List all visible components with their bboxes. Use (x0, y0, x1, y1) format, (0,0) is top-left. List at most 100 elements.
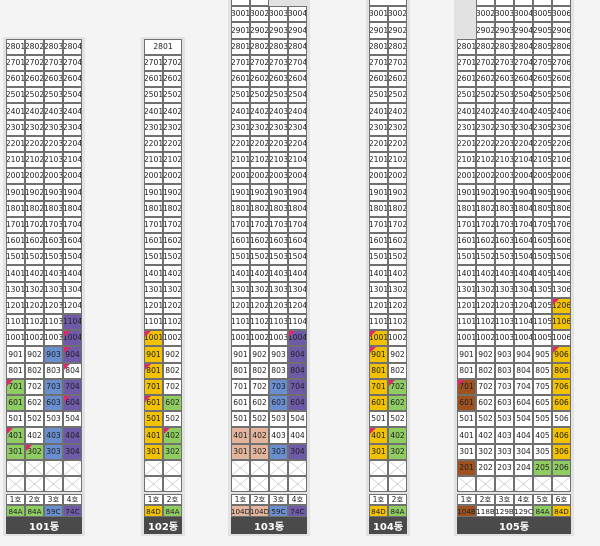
unit-cell: 2805 (533, 38, 552, 55)
unit-cell: 2002 (388, 168, 407, 185)
unit-cell: 2002 (250, 168, 269, 185)
unit-cell: 2804 (288, 38, 307, 55)
unit-cell: 1203 (269, 297, 288, 314)
unit-cell: 1801 (6, 200, 25, 217)
pilotis-cell (288, 476, 307, 493)
unit-cell: 2403 (495, 103, 514, 120)
unit-cell: 1602 (250, 233, 269, 250)
unit-cell: 3105 (533, 0, 552, 7)
unit-cell: 1601 (144, 233, 163, 250)
unit-header: 1호 (231, 494, 250, 505)
unit-cell: 1504 (63, 249, 82, 266)
unit-type: 59C (44, 505, 63, 517)
unit-cell: 203 (495, 459, 514, 476)
unit-cell: 2303 (269, 119, 288, 136)
unit-cell: 1002 (388, 330, 407, 347)
unit-cell: 3104 (514, 0, 533, 7)
unit-cell: 3101 (369, 0, 407, 7)
unit-cell: 2201 (369, 135, 388, 152)
unit-cell: 303 (269, 443, 288, 460)
unit-cell: 2202 (250, 135, 269, 152)
unit-cell: 506 (552, 411, 571, 428)
unit-cell: 2801 (369, 38, 388, 55)
unit-cell: 2902 (388, 22, 407, 39)
unit-cell: 1605 (533, 233, 552, 250)
unit-cell: 802 (163, 362, 182, 379)
unit-cell: 1403 (269, 265, 288, 282)
unit-cell: 902 (163, 346, 182, 363)
unit-cell: 1104 (514, 314, 533, 331)
unit-cell: 2203 (269, 135, 288, 152)
unit-header: 2호 (388, 494, 407, 505)
unit-cell: 2906 (552, 22, 571, 39)
unit-cell: 501 (231, 411, 250, 428)
unit-type: 84A (388, 505, 407, 517)
unit-cell: 1102 (163, 314, 182, 331)
pilotis-cell (288, 459, 307, 476)
unit-cell: 504 (514, 411, 533, 428)
unit-cell: 1702 (388, 216, 407, 233)
unit-cell: 2102 (250, 152, 269, 169)
unit-cell: 2403 (44, 103, 63, 120)
unit-cell: 2404 (288, 103, 307, 120)
unit-cell: 3001 (231, 6, 250, 23)
unit-header: 3호 (495, 494, 514, 505)
unit-cell: 701 (457, 378, 476, 395)
unit-cell: 1501 (6, 249, 25, 266)
unit-cell: 905 (533, 346, 552, 363)
unit-cell: 602 (388, 395, 407, 412)
unit-header: 4호 (63, 494, 82, 505)
unit-cell: 1102 (476, 314, 495, 331)
unit-cell: 2302 (250, 119, 269, 136)
unit-cell: 3102 (476, 0, 495, 7)
unit-cell: 2004 (63, 168, 82, 185)
unit-type: 84A (533, 505, 552, 517)
pilotis-cell (250, 476, 269, 493)
unit-cell: 1306 (552, 281, 571, 298)
unit-cell: 1604 (63, 233, 82, 250)
unit-cell: 3001 (369, 6, 388, 23)
unit-header: 6호 (552, 494, 571, 505)
unit-cell: 3102 (250, 0, 269, 7)
unit-cell: 1806 (552, 200, 571, 217)
unit-cell: 2302 (476, 119, 495, 136)
unit-cell: 1603 (495, 233, 514, 250)
unit-cell: 2501 (144, 87, 163, 104)
unit-cell: 704 (288, 378, 307, 395)
unit-cell: 1201 (144, 297, 163, 314)
unit-cell: 402 (25, 427, 44, 444)
unit-cell: 402 (250, 427, 269, 444)
unit-cell: 2204 (288, 135, 307, 152)
unit-cell: 1304 (288, 281, 307, 298)
unit-cell: 1406 (552, 265, 571, 282)
unit-cell: 805 (533, 362, 552, 379)
pilotis-cell (63, 476, 82, 493)
unit-cell: 2703 (269, 54, 288, 71)
unit-cell: 2002 (163, 168, 182, 185)
unit-cell: 402 (388, 427, 407, 444)
unit-cell: 1201 (369, 297, 388, 314)
unit-cell: 1601 (457, 233, 476, 250)
unit-cell: 404 (63, 427, 82, 444)
unit-cell: 3002 (388, 6, 407, 23)
unit-cell: 1103 (269, 314, 288, 331)
unit-cell: 1402 (388, 265, 407, 282)
unit-cell: 1701 (144, 216, 163, 233)
unit-cell: 1402 (476, 265, 495, 282)
unit-cell: 2202 (476, 135, 495, 152)
unit-cell: 1902 (25, 184, 44, 201)
unit-cell: 1301 (369, 281, 388, 298)
unit-cell: 2104 (514, 152, 533, 169)
unit-cell: 601 (369, 395, 388, 412)
unit-cell: 1204 (514, 297, 533, 314)
unit-header: 4호 (288, 494, 307, 505)
unit-cell: 302 (163, 443, 182, 460)
unit-cell: 501 (6, 411, 25, 428)
unit-cell: 2803 (44, 38, 63, 55)
unit-cell: 806 (552, 362, 571, 379)
unit-cell: 1204 (288, 297, 307, 314)
unit-cell: 701 (144, 378, 163, 395)
pilotis-cell (25, 476, 44, 493)
unit-cell: 2601 (457, 71, 476, 88)
unit-cell: 304 (514, 443, 533, 460)
